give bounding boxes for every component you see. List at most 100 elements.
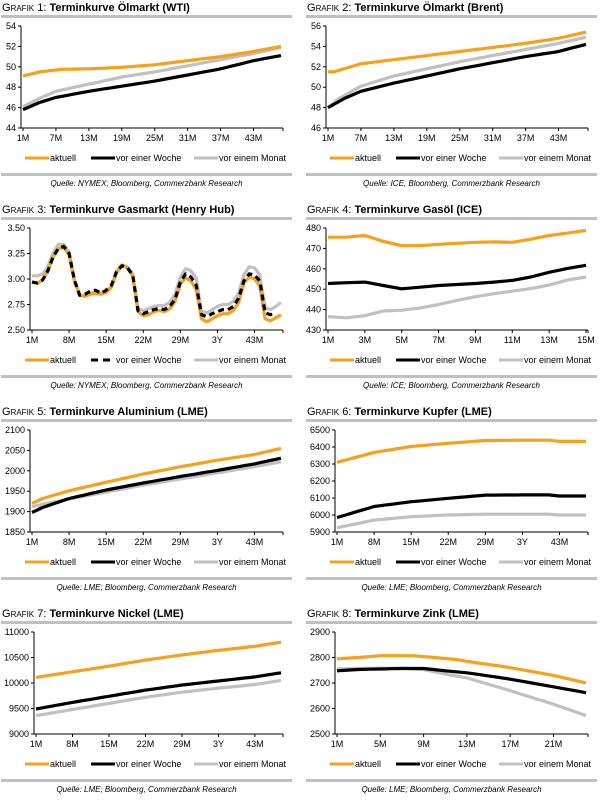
x-tick-label: 31M [179, 133, 197, 143]
chart-source: Quelle: LME; Bloomberg, Commerzbank Rese… [361, 583, 542, 592]
legend-item-aktuell: aktuell [330, 759, 381, 769]
legend-label: vor einem Monat [524, 557, 592, 567]
chart-source: Quelle: ICE; Bloomberg, Commerzbank Rese… [363, 381, 540, 390]
legend-item-aktuell: aktuell [25, 557, 76, 567]
chart-title-text: Terminkurve Gasöl (ICE) [354, 204, 482, 216]
chart-number-label: GRAFIK 7: [2, 608, 50, 620]
chart-panel-4: GRAFIK 4: Terminkurve Gasöl (ICE) Quelle… [306, 202, 598, 402]
x-tick-label: 1M [26, 335, 39, 345]
chart-title-text: Terminkurve Ölmarkt (Brent) [354, 2, 504, 14]
legend-item-aktuell: aktuell [25, 153, 76, 163]
x-tick-label: 17M [501, 739, 519, 749]
legend-label: vor einem Monat [524, 153, 592, 163]
legend-label: aktuell [355, 557, 381, 567]
y-tick-label: 2600 [310, 704, 330, 714]
legend-label: vor einem Monat [524, 759, 592, 769]
legend-label: aktuell [50, 355, 76, 365]
x-tick-label: 22M [134, 335, 152, 345]
chart-title-text: Terminkurve Aluminium (LME) [49, 406, 208, 418]
legend-label: vor einem Monat [219, 759, 287, 769]
y-tick-label: 10000 [4, 678, 29, 688]
y-tick-label: 2.75 [7, 300, 25, 310]
legend-item-aktuell: aktuell [330, 557, 381, 567]
legend-rule [306, 375, 597, 378]
chart-svg: 430 440 450 460 470 480 1M 3M 5M 7M 9M 11M 13M 15M akt… [306, 223, 595, 365]
chart-title: GRAFIK 4: Terminkurve Gasöl (ICE) [307, 204, 482, 216]
legend-label: vor einer Woche [421, 557, 486, 567]
chart-panel-3: GRAFIK 3: Terminkurve Gasmarkt (Henry Hu… [1, 202, 293, 402]
y-tick-label: 48 [6, 82, 16, 92]
legend-label: vor einer Woche [116, 355, 181, 365]
y-tick-label: 2050 [5, 445, 25, 455]
chart-svg: 9000 9500 10000 10500 11000 1M 8M 15M 22M 29M 3Y 43… [4, 627, 287, 769]
chart-title-text: Terminkurve Gasmarkt (Henry Hub) [49, 204, 235, 216]
legend-label: aktuell [50, 557, 76, 567]
x-tick-label: 22M [137, 739, 155, 749]
x-tick-label: 15M [97, 335, 115, 345]
series-line-aktuell [328, 228, 587, 248]
x-tick-label: 8M [63, 335, 76, 345]
y-tick-label: 430 [306, 325, 321, 335]
legend-label: vor einem Monat [219, 355, 287, 365]
chart-number-label: GRAFIK 8: [307, 608, 355, 620]
y-tick-label: 2500 [310, 729, 330, 739]
legend-item-woche: vor einer Woche [396, 759, 486, 769]
chart-title-text: Terminkurve Nickel (LME) [49, 608, 184, 620]
x-tick-label: 29M [173, 739, 191, 749]
y-tick-label: 2.50 [7, 325, 25, 335]
chart-svg: 2500 2600 2700 2800 2900 1M 5M 9M 13M 17M 21M aktue… [310, 627, 592, 769]
x-tick-label: 31M [484, 133, 502, 143]
legend-rule [306, 779, 597, 782]
x-tick-label: 21M [545, 739, 563, 749]
y-tick-label: 450 [306, 284, 321, 294]
legend-label: aktuell [355, 153, 381, 163]
title-rule [1, 217, 292, 220]
legend-item-aktuell: aktuell [330, 153, 381, 163]
y-tick-label: 50 [6, 62, 16, 72]
chart-source: Quelle: NYMEX; Bloomberg, Commerzbank Re… [50, 381, 243, 390]
x-tick-label: 5M [374, 739, 387, 749]
chart-number-label: GRAFIK 6: [307, 406, 355, 418]
series-line-aktuell [35, 640, 282, 679]
y-tick-label: 460 [306, 264, 321, 274]
chart-panel-7: GRAFIK 7: Terminkurve Nickel (LME) Quell… [1, 606, 293, 806]
legend-label: vor einer Woche [116, 759, 181, 769]
x-tick-label: 37M [517, 133, 535, 143]
x-tick-label: 22M [439, 537, 457, 547]
chart-panel-2: GRAFIK 2: Terminkurve Ölmarkt (Brent) Qu… [306, 0, 598, 200]
series-line-aktuell [336, 438, 586, 464]
chart-panel-5: GRAFIK 5: Terminkurve Aluminium (LME) Qu… [1, 404, 293, 604]
x-tick-label: 7M [50, 133, 63, 143]
legend-item-aktuell: aktuell [330, 355, 381, 365]
x-tick-label: 25M [146, 133, 164, 143]
series-line-woche [35, 671, 282, 711]
legend-item-aktuell: aktuell [25, 759, 76, 769]
legend-label: aktuell [50, 153, 76, 163]
legend-item-woche: vor einer Woche [396, 355, 486, 365]
x-tick-label: 43M [246, 335, 264, 345]
series-line-monat [22, 45, 282, 109]
x-tick-label: 3Y [212, 335, 223, 345]
title-rule [1, 419, 292, 422]
title-rule [306, 217, 597, 220]
legend-item-monat: vor einem Monat [499, 355, 592, 365]
chart-number-label: GRAFIK 5: [2, 406, 50, 418]
legend-item-woche: vor einer Woche [91, 759, 181, 769]
legend-rule [306, 173, 597, 176]
x-tick-label: 1M [26, 537, 39, 547]
chart-number-label: GRAFIK 2: [307, 2, 355, 14]
y-tick-label: 52 [6, 41, 16, 51]
x-tick-label: 3Y [213, 739, 224, 749]
x-tick-label: 15M [100, 739, 118, 749]
legend-label: vor einem Monat [524, 355, 592, 365]
series-line-aktuell [22, 44, 282, 78]
series-line-woche [31, 456, 282, 514]
chart-source: Quelle: ICE, Bloomberg, Commerzbank Rese… [363, 179, 540, 188]
legend-item-woche: vor einer Woche [396, 557, 486, 567]
y-tick-label: 3.25 [7, 249, 25, 259]
legend-rule [1, 577, 292, 580]
chart-title-text: Terminkurve Kupfer (LME) [354, 406, 492, 418]
x-tick-label: 1M [322, 133, 335, 143]
x-tick-label: 29M [172, 335, 190, 345]
y-tick-label: 3.50 [7, 223, 25, 233]
